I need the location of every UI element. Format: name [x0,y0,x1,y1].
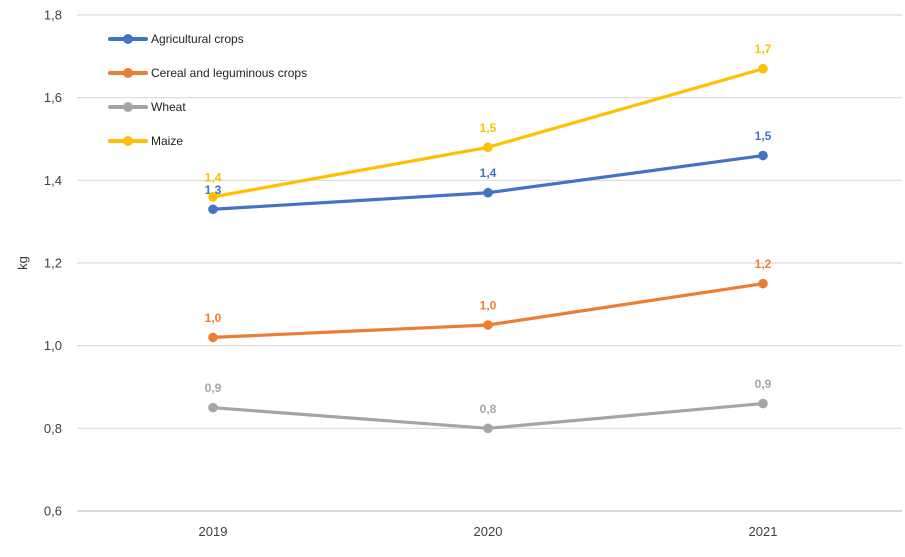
y-axis-title: kg [15,256,30,270]
data-point-marker [758,150,768,161]
data-point-label: 0,8 [480,402,497,416]
data-point-label: 0,9 [205,381,222,395]
data-point-label: 1,5 [755,129,772,143]
legend-item-agricultural-crops: Agricultural crops [108,22,307,56]
x-axis-label: 2020 [474,524,503,539]
legend-label: Cereal and leguminous crops [151,66,308,80]
legend-item-maize: Maize [108,124,307,158]
data-point-marker [483,423,493,434]
data-point-label: 1,2 [755,257,772,271]
legend-line-marker [108,68,148,78]
legend-dot-icon [123,34,133,44]
data-point-label: 0,9 [755,377,772,391]
data-point-label: 1,0 [480,299,497,313]
data-point-marker [208,332,218,343]
x-axis-label: 2021 [749,524,778,539]
legend-line-marker [108,136,148,146]
legend-label: Agricultural crops [151,32,244,46]
legend-item-wheat: Wheat [108,90,307,124]
data-point-label: 1,3 [205,183,222,197]
data-point-label: 1,4 [205,170,222,184]
legend-line-marker [108,34,148,44]
data-point-marker [483,142,493,153]
legend-dot-icon [123,68,133,78]
y-tick-label: 1,4 [44,173,62,188]
y-tick-label: 1,6 [44,90,62,105]
legend-item-cereal-and-leguminous-crops: Cereal and leguminous crops [108,56,307,90]
legend-dot-icon [123,136,133,146]
data-point-marker [208,192,218,202]
y-tick-label: 0,6 [44,504,62,519]
data-point-marker [208,204,218,215]
legend-dot-icon [123,102,133,112]
data-point-marker [483,320,493,330]
y-tick-label: 1,8 [44,8,62,23]
data-point-label: 1,0 [205,311,222,325]
chart-legend: Agricultural crops Cereal and leguminous… [108,22,307,158]
legend-label: Wheat [151,100,186,114]
data-point-label: 1,7 [755,42,772,56]
y-tick-label: 1,0 [44,338,62,353]
data-point-label: 1,4 [480,166,497,180]
data-point-label: 1,5 [480,121,497,135]
y-tick-label: 0,8 [44,421,62,436]
data-point-marker [758,398,768,409]
data-point-marker [483,187,493,198]
legend-label: Maize [151,134,184,148]
y-tick-label: 1,2 [44,256,62,271]
data-point-marker [758,63,768,74]
legend-line-marker [108,102,148,112]
data-point-marker [758,278,768,289]
data-point-marker [208,402,218,413]
x-axis-label: 2019 [199,524,228,539]
